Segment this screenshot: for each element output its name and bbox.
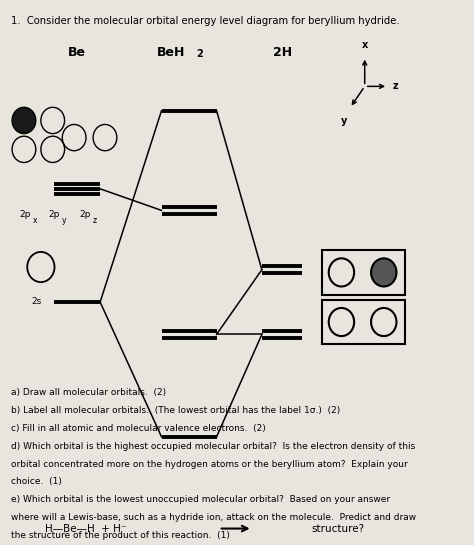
Text: x: x <box>362 40 368 50</box>
Text: y: y <box>340 116 347 126</box>
Text: where will a Lewis-base, such as a hydride ion, attack on the molecule.  Predict: where will a Lewis-base, such as a hydri… <box>11 513 416 522</box>
Text: choice.  (1): choice. (1) <box>11 477 62 486</box>
Text: 2p: 2p <box>20 210 31 220</box>
Text: z: z <box>93 216 97 225</box>
Text: 2p: 2p <box>79 210 91 220</box>
Text: d) Which orbital is the highest occupied molecular orbital?  Is the electron den: d) Which orbital is the highest occupied… <box>11 442 416 451</box>
Text: a) Draw all molecular orbitals.  (2): a) Draw all molecular orbitals. (2) <box>11 389 166 397</box>
Text: 2p: 2p <box>48 210 60 220</box>
Text: x: x <box>33 216 38 225</box>
Text: H—Be—H  + H⁻: H—Be—H + H⁻ <box>45 524 127 534</box>
Text: orbital concentrated more on the hydrogen atoms or the beryllium atom?  Explain : orbital concentrated more on the hydroge… <box>11 459 408 469</box>
Text: the structure of the product of this reaction.  (1): the structure of the product of this rea… <box>11 531 230 540</box>
Text: e) Which orbital is the lowest unoccupied molecular orbital?  Based on your answ: e) Which orbital is the lowest unoccupie… <box>11 495 391 504</box>
Text: Be: Be <box>68 46 86 59</box>
Text: z: z <box>393 81 399 92</box>
Text: 1.  Consider the molecular orbital energy level diagram for beryllium hydride.: 1. Consider the molecular orbital energy… <box>11 16 400 26</box>
Bar <box>322 300 405 344</box>
Text: 2H: 2H <box>273 46 292 59</box>
Text: BeH: BeH <box>156 46 185 59</box>
Ellipse shape <box>371 258 396 287</box>
Text: y: y <box>62 216 66 225</box>
Text: structure?: structure? <box>312 524 365 534</box>
Text: 2s: 2s <box>31 296 42 306</box>
Text: b) Label all molecular orbitals.  (The lowest orbital has the label 1σ.)  (2): b) Label all molecular orbitals. (The lo… <box>11 406 340 415</box>
Bar <box>322 250 405 294</box>
Text: 2: 2 <box>196 50 203 59</box>
Ellipse shape <box>12 107 36 134</box>
Text: c) Fill in all atomic and molecular valence electrons.  (2): c) Fill in all atomic and molecular vale… <box>11 424 266 433</box>
